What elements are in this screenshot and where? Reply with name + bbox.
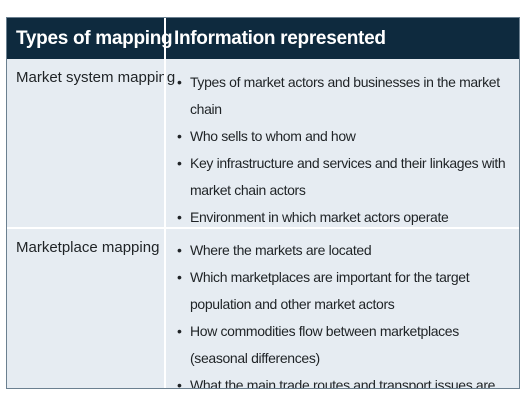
bullet-icon: • bbox=[177, 209, 182, 225]
header-column-divider bbox=[164, 18, 166, 59]
list-item-text: How commodities flow between marketplace… bbox=[190, 323, 459, 366]
bullet-icon: • bbox=[177, 269, 182, 285]
information-list: • Where the markets are located • Which ma… bbox=[177, 237, 517, 389]
table-header-row: Types of mapping Information represented bbox=[7, 18, 519, 59]
list-item-text: Key infrastructure and services and thei… bbox=[190, 155, 506, 198]
column-divider bbox=[164, 59, 166, 227]
list-item: • Types of market actors and businesses i… bbox=[177, 69, 517, 123]
list-item-text: Where the markets are located bbox=[190, 242, 372, 258]
list-item: • How commodities flow between marketplac… bbox=[177, 318, 517, 372]
list-item-text: What the main trade routes and transport… bbox=[190, 377, 496, 389]
bullet-icon: • bbox=[177, 74, 182, 90]
table-row: Market system mapping • Types of market a… bbox=[7, 59, 519, 227]
list-item-text: Environment in which market actors opera… bbox=[190, 209, 449, 225]
list-item: • Key infrastructure and services and the… bbox=[177, 150, 517, 204]
list-item: • What the main trade routes and transpor… bbox=[177, 372, 517, 389]
header-information-represented: Information represented bbox=[174, 28, 386, 49]
bullet-icon: • bbox=[177, 377, 182, 389]
list-item: • Who sells to whom and how bbox=[177, 123, 517, 150]
bullet-icon: • bbox=[177, 242, 182, 258]
information-list: • Types of market actors and businesses i… bbox=[177, 69, 517, 231]
column-divider bbox=[164, 229, 166, 388]
header-types-of-mapping: Types of mapping bbox=[16, 28, 173, 49]
bullet-icon: • bbox=[177, 155, 182, 171]
list-item-text: Which marketplaces are important for the… bbox=[190, 269, 470, 312]
mapping-type-cell: Marketplace mapping bbox=[16, 239, 160, 256]
mapping-table: Types of mapping Information represented… bbox=[6, 17, 520, 389]
mapping-type-cell: Market system mapping bbox=[16, 69, 176, 86]
list-item: • Where the markets are located bbox=[177, 237, 517, 264]
table-row: Marketplace mapping • Where the markets a… bbox=[7, 227, 519, 389]
list-item-text: Who sells to whom and how bbox=[190, 128, 356, 144]
bullet-icon: • bbox=[177, 128, 182, 144]
list-item: • Environment in which market actors oper… bbox=[177, 204, 517, 231]
list-item: • Which marketplaces are important for th… bbox=[177, 264, 517, 318]
list-item-text: Types of market actors and businesses in… bbox=[190, 74, 500, 117]
bullet-icon: • bbox=[177, 323, 182, 339]
